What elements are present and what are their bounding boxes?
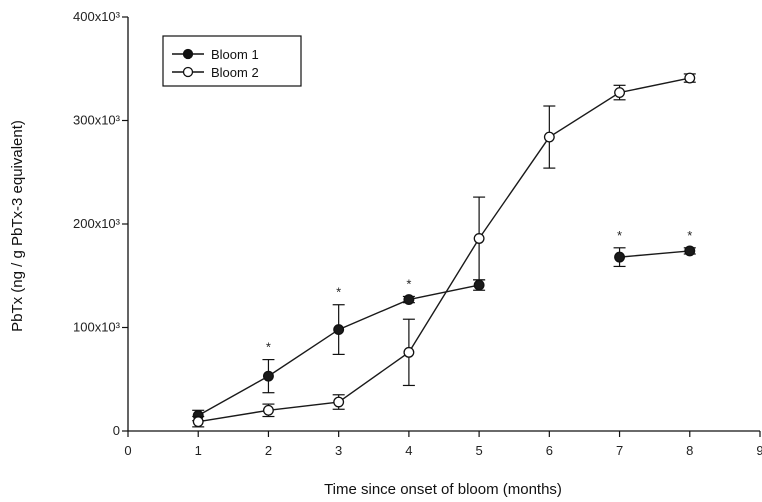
data-point-2 (192, 416, 204, 428)
data-point-1 (684, 245, 696, 257)
x-tick-label: 8 (686, 443, 693, 458)
significance-star: * (406, 276, 411, 291)
y-axis-title: PbTx (ng / g PbTx-3 equivalent) (9, 120, 26, 332)
data-point-2 (473, 233, 485, 244)
significance-star: * (336, 285, 341, 300)
data-point-2 (684, 72, 696, 84)
y-tick-label: 100x10³ (73, 320, 121, 335)
x-tick-label: 5 (475, 443, 482, 458)
legend-marker-bloom1 (182, 48, 194, 60)
significance-star: * (687, 228, 692, 243)
y-tick-label: 400x10³ (73, 9, 121, 24)
legend-label-bloom2: Bloom 2 (211, 65, 259, 80)
x-tick-label: 7 (616, 443, 623, 458)
data-point-2 (403, 346, 415, 358)
x-tick-label: 4 (405, 443, 412, 458)
data-point-1 (473, 279, 485, 291)
data-point-2 (333, 396, 345, 408)
significance-star: * (617, 228, 622, 243)
legend-marker-bloom2 (182, 66, 194, 78)
data-point-1 (614, 251, 626, 263)
y-tick-label: 200x10³ (73, 216, 121, 231)
significance-star: * (266, 340, 271, 355)
legend-label-bloom1: Bloom 1 (211, 47, 259, 62)
plot-area: 0 100x10³ 200x10³ 300x10³ 400x10³ 0 1 2 3 4 5 6 7 8 9 *… (73, 9, 762, 458)
series-line-1 (619, 250, 690, 258)
data-point-1 (262, 370, 274, 382)
x-tick-label: 6 (546, 443, 553, 458)
data-point-1 (333, 324, 345, 336)
data-point-2 (614, 87, 626, 99)
data-point-1 (403, 294, 415, 306)
legend: Bloom 1 Bloom 2 (162, 35, 302, 87)
legend-box (162, 35, 302, 87)
y-tick-label: 0 (113, 423, 120, 438)
data-point-2 (543, 131, 555, 143)
x-axis-title: Time since onset of bloom (months) (324, 481, 562, 498)
y-tick-label: 300x10³ (73, 113, 121, 128)
series-line-2 (198, 77, 690, 423)
data-point-2 (262, 404, 274, 416)
x-tick-label: 2 (265, 443, 272, 458)
x-tick-label: 3 (335, 443, 342, 458)
x-tick-label: 9 (756, 443, 762, 458)
x-tick-label: 1 (195, 443, 202, 458)
x-tick-label: 0 (124, 443, 131, 458)
